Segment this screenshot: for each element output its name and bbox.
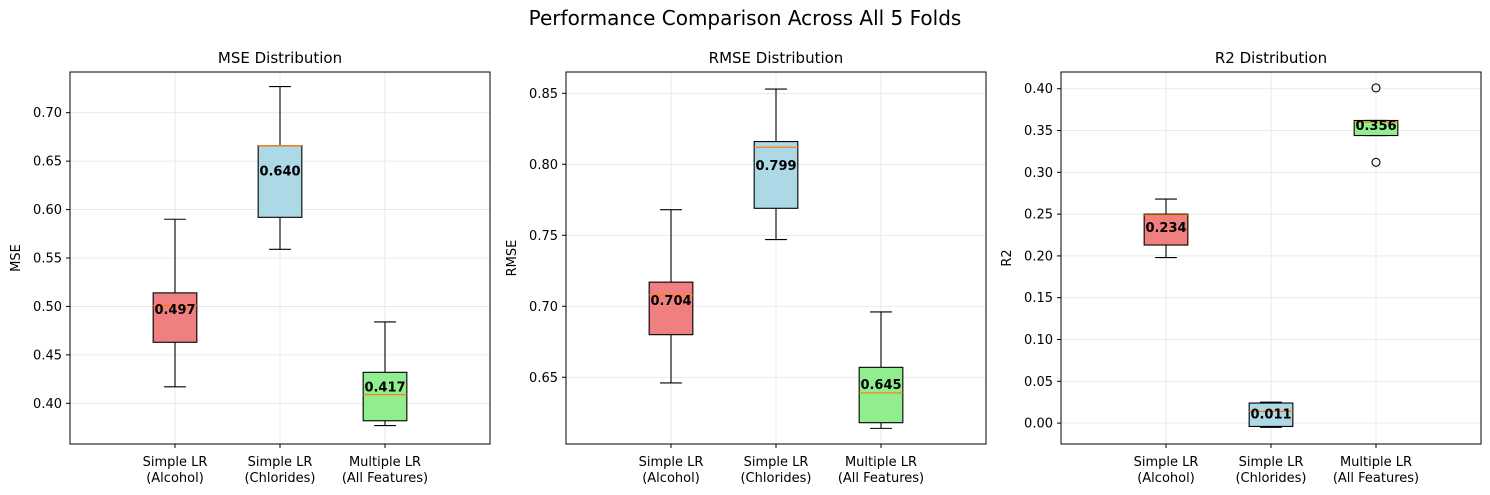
mse-xtick-label: Simple LR (Alcohol) — [143, 455, 208, 486]
mse-box-group: 0.640 — [257, 85, 303, 250]
mse-ytick-label: 0.50 — [33, 300, 62, 315]
rmse-ytick-label: 0.80 — [529, 158, 558, 173]
rmse-xtick-label-line: Simple LR — [744, 455, 809, 470]
r2-ytick-label: 0.00 — [1024, 417, 1053, 432]
rmse-ytick-label: 0.85 — [529, 87, 558, 102]
r2-box-group: 0.356 — [1353, 83, 1399, 167]
rmse-xtick-label-line: (Chlorides) — [740, 471, 811, 486]
rmse-box — [648, 281, 694, 336]
mse-ytick-label: 0.45 — [33, 348, 62, 363]
mse-ylabel: MSE — [9, 244, 24, 272]
r2-xtick-label-line: (All Features) — [1333, 471, 1419, 486]
mse-panel-title: MSE Distribution — [218, 49, 342, 67]
rmse-ytick-label: 0.70 — [529, 300, 558, 315]
mse-box — [362, 371, 408, 422]
mse-ytick-label: 0.60 — [33, 203, 62, 218]
mse-ytick-label: 0.70 — [33, 106, 62, 121]
mse-panel: 0.497 0.640 0.417 0.40 0.45 0.50 0.55 0.60 0.65 0… — [9, 49, 491, 486]
r2-mean-label: 0.356 — [1355, 119, 1396, 134]
r2-xtick-label-line: (Alcohol) — [1137, 471, 1195, 486]
r2-xtick-label: Simple LR (Alcohol) — [1134, 455, 1199, 486]
r2-xtick-label-line: Simple LR — [1239, 455, 1304, 470]
rmse-box-group: 0.704 — [648, 209, 694, 384]
r2-ytick-label: 0.25 — [1024, 208, 1053, 223]
r2-ytick-label: 0.35 — [1024, 124, 1053, 139]
mse-xtick-label-line: Simple LR — [143, 455, 208, 470]
rmse-xtick-label: Multiple LR (All Features) — [838, 455, 924, 486]
mse-box-group: 0.497 — [152, 218, 198, 388]
rmse-xtick-label-line: Simple LR — [639, 455, 704, 470]
r2-xtick-label-line: (Chlorides) — [1235, 471, 1306, 486]
rmse-panel: 0.704 0.799 0.645 0.65 0.70 0.75 0.80 0.85 Simpl… — [505, 49, 987, 486]
mse-mean-label: 0.417 — [364, 380, 405, 395]
r2-box — [1248, 402, 1294, 427]
rmse-box-group: 0.799 — [753, 88, 799, 241]
mse-ytick-label: 0.40 — [33, 397, 62, 412]
rmse-mean-label: 0.645 — [860, 378, 901, 393]
rmse-panel-title: RMSE Distribution — [709, 49, 844, 67]
rmse-box — [858, 366, 904, 424]
figure-title: Performance Comparison Across All 5 Fold… — [528, 6, 962, 30]
rmse-box — [753, 141, 799, 209]
r2-ytick-label: 0.05 — [1024, 375, 1053, 390]
r2-panel: 0.234 0.011 0.356 0.00 0.05 0.10 0.15 0.20 0.25 0… — [1000, 49, 1482, 486]
mse-xtick-label-line: (Chlorides) — [244, 471, 315, 486]
r2-mean-label: 0.011 — [1250, 407, 1291, 422]
mse-xtick-label-line: Simple LR — [248, 455, 313, 470]
mse-box-group: 0.417 — [362, 321, 408, 427]
rmse-mean-label: 0.704 — [650, 294, 691, 309]
mse-box — [257, 145, 303, 218]
rmse-xtick-label-line: (All Features) — [838, 471, 924, 486]
mse-box — [152, 292, 198, 343]
r2-box — [1353, 119, 1399, 137]
r2-box-group: 0.011 — [1248, 401, 1294, 428]
mse-xtick-label-line: Multiple LR — [349, 455, 421, 470]
r2-xtick-label-line: Multiple LR — [1340, 455, 1412, 470]
mse-xtick-label-line: (All Features) — [342, 471, 428, 486]
rmse-ytick-label: 0.75 — [529, 229, 558, 244]
r2-box — [1143, 213, 1189, 246]
r2-ytick-label: 0.20 — [1024, 249, 1053, 264]
r2-xtick-label-line: Simple LR — [1134, 455, 1199, 470]
mse-mean-label: 0.640 — [259, 164, 300, 179]
mse-mean-label: 0.497 — [154, 303, 195, 318]
rmse-xtick-label-line: Multiple LR — [845, 455, 917, 470]
r2-ytick-label: 0.15 — [1024, 291, 1053, 306]
r2-mean-label: 0.234 — [1145, 221, 1186, 236]
mse-xtick-label: Multiple LR (All Features) — [342, 455, 428, 486]
rmse-xtick-label: Simple LR (Chlorides) — [740, 455, 811, 486]
rmse-ylabel: RMSE — [505, 240, 520, 277]
rmse-mean-label: 0.799 — [755, 159, 796, 174]
r2-outlier — [1371, 83, 1381, 93]
r2-ytick-label: 0.10 — [1024, 333, 1053, 348]
r2-panel-title: R2 Distribution — [1215, 49, 1327, 67]
mse-xtick-label: Simple LR (Chlorides) — [244, 455, 315, 486]
rmse-ytick-label: 0.65 — [529, 371, 558, 386]
r2-xtick-label: Simple LR (Chlorides) — [1235, 455, 1306, 486]
mse-xtick-label-line: (Alcohol) — [146, 471, 204, 486]
r2-xtick-label: Multiple LR (All Features) — [1333, 455, 1419, 486]
mse-ytick-label: 0.55 — [33, 252, 62, 267]
rmse-xtick-label: Simple LR (Alcohol) — [639, 455, 704, 486]
r2-ylabel: R2 — [1000, 249, 1015, 266]
r2-ytick-label: 0.40 — [1024, 82, 1053, 97]
r2-box-group: 0.234 — [1143, 198, 1189, 259]
rmse-box-group: 0.645 — [858, 311, 904, 429]
r2-outlier — [1371, 157, 1381, 167]
r2-ytick-label: 0.30 — [1024, 166, 1053, 181]
rmse-xtick-label-line: (Alcohol) — [642, 471, 700, 486]
mse-ytick-label: 0.65 — [33, 155, 62, 170]
